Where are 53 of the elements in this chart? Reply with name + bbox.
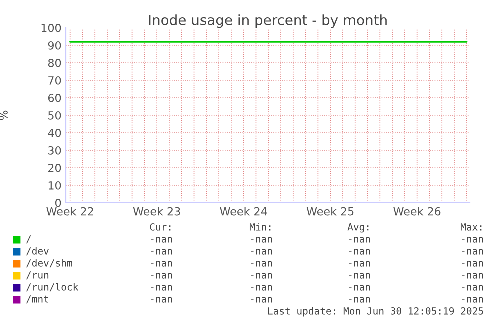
text: -nan — [151, 249, 172, 255]
text: Last update: Mon Jun 30 12:05:19 2025 — [268, 307, 484, 317]
x-tick-label: Week 25 — [306, 207, 354, 216]
text: -nan — [151, 261, 172, 267]
legend-label: /run — [26, 272, 49, 280]
y-tick-label: 60 — [48, 94, 62, 102]
legend-label: /mnt — [26, 296, 48, 304]
text: -nan — [349, 249, 370, 255]
y-tick-label: 0 — [55, 198, 62, 208]
text: -nan — [349, 237, 370, 243]
text: -nan — [251, 261, 272, 267]
text: Max: — [460, 224, 482, 231]
text: -nan — [462, 285, 484, 291]
y-axis-title: % — [0, 110, 8, 120]
text: Avg: — [348, 224, 369, 233]
text: Cur: — [150, 223, 171, 231]
y-tick-label: 30 — [48, 146, 62, 155]
text: -nan — [251, 285, 272, 291]
text: -nan — [151, 273, 172, 279]
text: -nan — [462, 273, 484, 279]
text: -nan — [151, 297, 172, 303]
x-tick-label: Week 24 — [220, 207, 268, 216]
text: -nan — [349, 297, 370, 303]
y-tick-label: 100 — [42, 24, 62, 32]
x-tick-label: Week 23 — [133, 207, 180, 216]
legend-label: /dev — [26, 247, 49, 256]
text: -nan — [462, 261, 484, 267]
text: -nan — [462, 249, 484, 255]
y-tick-label: 40 — [48, 128, 62, 138]
text: Min: — [250, 223, 271, 231]
legend-label: /run/lock — [26, 283, 79, 292]
y-tick-label: 10 — [48, 181, 62, 190]
text: -nan — [251, 297, 272, 303]
text: -nan — [349, 273, 370, 279]
text: -nan — [251, 237, 272, 243]
y-tick-label: 80 — [48, 58, 62, 68]
y-tick-label: 70 — [48, 76, 62, 85]
text: -nan — [462, 237, 484, 243]
legend-label: / — [26, 236, 32, 244]
chart-title: Inode usage in percent - by month — [149, 14, 387, 28]
text: -nan — [151, 237, 172, 243]
x-tick-label: Week 26 — [394, 207, 441, 216]
text: -nan — [251, 273, 272, 279]
y-tick-label: 50 — [48, 111, 62, 120]
text: -nan — [349, 261, 370, 267]
text: -nan — [251, 249, 272, 255]
legend-label: /dev/shm — [26, 259, 72, 268]
text: -nan — [151, 285, 172, 291]
text: -nan — [462, 297, 484, 303]
y-tick-label: 90 — [48, 41, 62, 50]
text: -nan — [349, 285, 370, 291]
x-tick-label: Week 22 — [46, 207, 94, 216]
y-tick-label: 20 — [48, 164, 62, 172]
